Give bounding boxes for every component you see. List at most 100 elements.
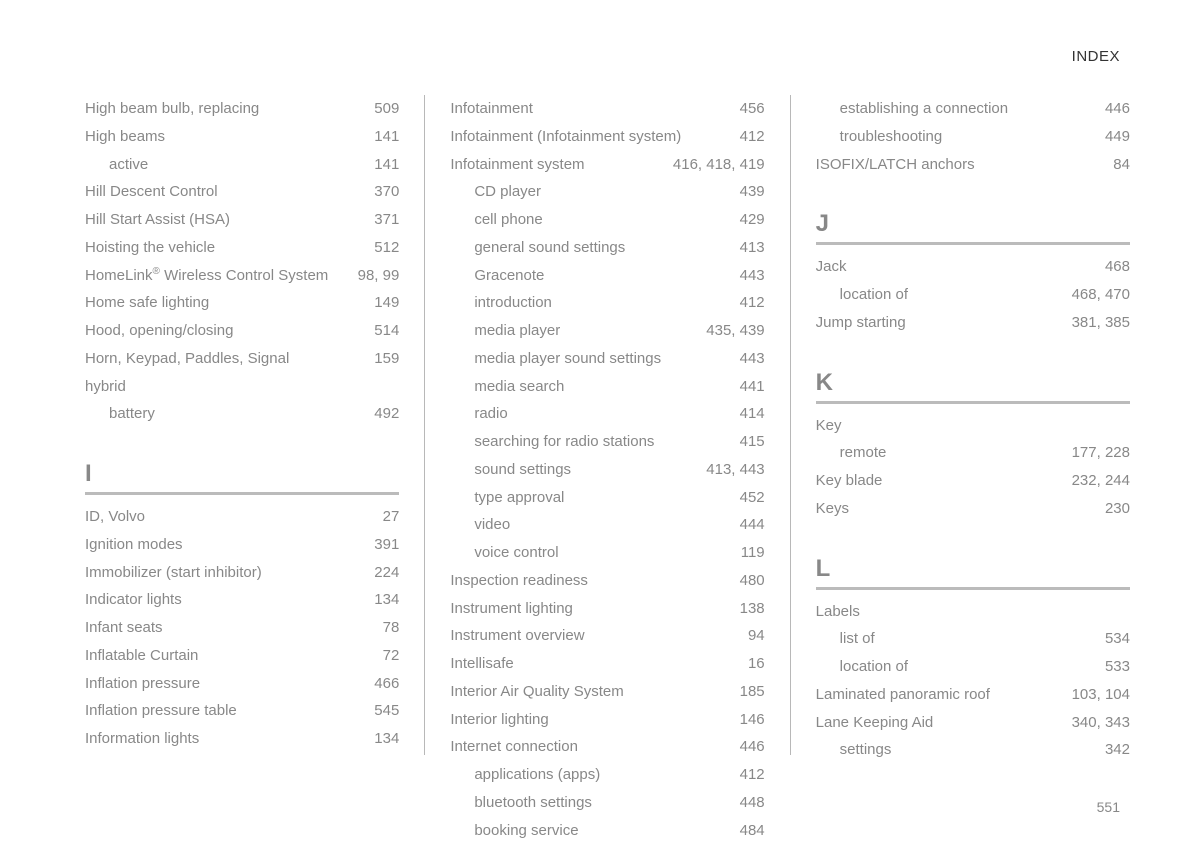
index-entry-label: Immobilizer (start inhibitor)	[85, 559, 262, 587]
index-letter-k: K	[816, 369, 1130, 397]
letter-rule	[816, 401, 1130, 404]
index-entry-label: Key blade	[816, 467, 883, 495]
index-entry-pages: 452	[732, 484, 765, 512]
index-entry-pages: 448	[732, 789, 765, 817]
index-entry-pages: 415	[732, 428, 765, 456]
index-entry-pages: 141	[366, 123, 399, 151]
index-entry-label: media search	[450, 373, 564, 401]
index-entry: Hoisting the vehicle 512	[85, 234, 399, 262]
index-entry-label: list of	[816, 625, 875, 653]
index-entry-label: Home safe lighting	[85, 289, 209, 317]
index-entry-pages: 414	[732, 400, 765, 428]
index-entry: High beam bulb, replacing509	[85, 95, 399, 123]
index-letter-i: I	[85, 460, 399, 488]
index-entry-label: bluetooth settings	[450, 789, 592, 817]
index-entry-pages: 412	[732, 289, 765, 317]
index-entry-label: media player sound settings	[450, 345, 661, 373]
index-entry-pages: 159	[366, 345, 399, 373]
index-entry-label: media player	[450, 317, 560, 345]
index-entry: Horn, Keypad, Paddles, Signal 159	[85, 345, 399, 373]
index-entry-label: Hill Descent Control	[85, 178, 218, 206]
index-entry: media player sound settings443	[450, 345, 764, 373]
index-entry-pages: 443	[732, 262, 765, 290]
index-entry-pages: 456	[732, 95, 765, 123]
index-entry: radio414	[450, 400, 764, 428]
index-entry-pages: 533	[1097, 653, 1130, 681]
index-entry: Key blade232, 244	[816, 467, 1130, 495]
index-entry: voice control119	[450, 539, 764, 567]
index-entry-pages: 342	[1097, 736, 1130, 764]
index-entry-pages: 468	[1097, 253, 1130, 281]
index-column-1: High beam bulb, replacing509High beams14…	[85, 95, 419, 755]
index-entry: location of468, 470	[816, 281, 1130, 309]
index-entry-label: Horn, Keypad, Paddles, Signal	[85, 345, 289, 373]
index-entry-label: Hill Start Assist (HSA)	[85, 206, 230, 234]
index-entry: Inflatable Curtain72	[85, 642, 399, 670]
index-entry: Inspection readiness480	[450, 567, 764, 595]
index-entry: Infant seats78	[85, 614, 399, 642]
index-entry-pages: 466	[366, 670, 399, 698]
index-entry: Home safe lighting 149	[85, 289, 399, 317]
index-entry: Interior lighting146	[450, 706, 764, 734]
index-entry: media search441	[450, 373, 764, 401]
index-entry-label: Instrument lighting	[450, 595, 573, 623]
index-entry-label: Hood, opening/closing	[85, 317, 233, 345]
index-entry-pages: 439	[732, 178, 765, 206]
index-entry: introduction 412	[450, 289, 764, 317]
index-entry: establishing a connection446	[816, 95, 1130, 123]
index-entry-label: Infotainment (Infotainment system)	[450, 123, 681, 151]
index-entry-label: active	[85, 151, 148, 179]
index-entry-label: HomeLink® Wireless Control System	[85, 262, 328, 290]
index-entry-pages: 185	[732, 678, 765, 706]
index-entry: searching for radio stations415	[450, 428, 764, 456]
page-header: INDEX	[1072, 48, 1120, 65]
index-entry-pages: 413, 443	[698, 456, 764, 484]
index-entry-label: battery	[85, 400, 155, 428]
index-entry-pages: 435, 439	[698, 317, 764, 345]
index-entry-pages: 134	[366, 586, 399, 614]
index-entry-label: Intellisafe	[450, 650, 513, 678]
index-entry: bluetooth settings 448	[450, 789, 764, 817]
index-entry: sound settings413, 443	[450, 456, 764, 484]
index-entry-pages: 224	[366, 559, 399, 587]
index-entry-pages: 134	[366, 725, 399, 753]
index-entry-pages: 468, 470	[1064, 281, 1130, 309]
index-entry: booking service484	[450, 817, 764, 845]
index-entry: High beams141	[85, 123, 399, 151]
index-entry: Key	[816, 412, 1130, 440]
index-entry-label: introduction	[450, 289, 552, 317]
index-entry: Hood, opening/closing514	[85, 317, 399, 345]
index-entry-label: applications (apps)	[450, 761, 600, 789]
index-entry: ID, Volvo27	[85, 503, 399, 531]
index-entry-label: Jump starting	[816, 309, 906, 337]
index-entry: Infotainment (Infotainment system)412	[450, 123, 764, 151]
index-entry-pages: 84	[1105, 151, 1130, 179]
index-entry-label: Hoisting the vehicle	[85, 234, 215, 262]
index-entry: Indicator lights134	[85, 586, 399, 614]
index-entry: video444	[450, 511, 764, 539]
index-entry: Hill Descent Control370	[85, 178, 399, 206]
index-entry-pages: 94	[740, 622, 765, 650]
index-entry-pages: 429	[732, 206, 765, 234]
index-entry-label: Lane Keeping Aid	[816, 709, 934, 737]
index-entry-pages: 149	[366, 289, 399, 317]
index-entry-label: type approval	[450, 484, 564, 512]
index-entry: active141	[85, 151, 399, 179]
index-entry-label: High beam bulb, replacing	[85, 95, 259, 123]
index-entry-pages: 78	[375, 614, 400, 642]
index-entry-pages: 545	[366, 697, 399, 725]
index-entry: Immobilizer (start inhibitor) 224	[85, 559, 399, 587]
index-entry: troubleshooting449	[816, 123, 1130, 151]
index-entry-pages: 512	[366, 234, 399, 262]
index-entry: Intellisafe 16	[450, 650, 764, 678]
index-entry-pages: 446	[1097, 95, 1130, 123]
index-entry-pages: 16	[740, 650, 765, 678]
index-entry-label: ISOFIX/LATCH anchors	[816, 151, 975, 179]
letter-rule	[816, 242, 1130, 245]
index-entry-pages: 413	[732, 234, 765, 262]
index-entry-pages: 138	[732, 595, 765, 623]
index-entry-label: location of	[816, 653, 908, 681]
index-entry: Instrument overview94	[450, 622, 764, 650]
index-entry-pages: 446	[732, 733, 765, 761]
index-entry-pages: 534	[1097, 625, 1130, 653]
